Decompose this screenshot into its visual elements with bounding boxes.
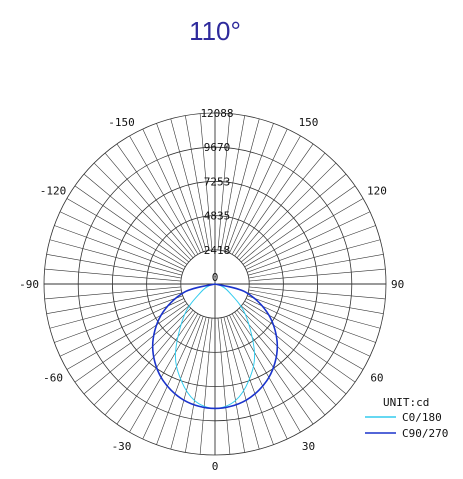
angle-label: 120 bbox=[367, 185, 387, 198]
legend-label: C90/270 bbox=[402, 427, 448, 440]
angle-label: -90 bbox=[19, 278, 39, 291]
grid-ring bbox=[180, 249, 250, 319]
ring-value-label: 7253 bbox=[204, 175, 231, 188]
angle-label: -30 bbox=[112, 440, 132, 453]
series-curve-c90-270 bbox=[151, 283, 279, 410]
polar-grid bbox=[43, 112, 387, 456]
ring-labels: 2418 4835 7253 9670 12088 bbox=[200, 107, 233, 257]
angle-label: 0 bbox=[212, 460, 219, 473]
ring-value-label: 2418 bbox=[204, 244, 231, 257]
ring-value-label: 4835 bbox=[204, 210, 231, 223]
grid-ring bbox=[146, 215, 284, 353]
intensity-curves bbox=[151, 283, 279, 410]
grid-ring bbox=[43, 112, 387, 456]
angle-labels: 0 0 30 60 90 120 150 -150 -120 -90 -60 -30 bbox=[19, 116, 404, 473]
angle-label: 0 bbox=[212, 271, 219, 284]
angle-label: -150 bbox=[108, 116, 135, 129]
legend: UNIT:cd C0/180 C90/270 bbox=[365, 396, 448, 440]
ring-value-label: 12088 bbox=[200, 107, 233, 120]
chart-title: 110° bbox=[189, 16, 241, 46]
angle-label: 60 bbox=[370, 372, 383, 385]
grid-ring bbox=[111, 180, 319, 388]
ring-value-label: 9670 bbox=[204, 141, 231, 154]
grid-ring bbox=[77, 146, 353, 422]
angle-label: -60 bbox=[43, 372, 63, 385]
legend-label: C0/180 bbox=[402, 411, 442, 424]
angle-label: 150 bbox=[299, 116, 319, 129]
angle-label: 90 bbox=[391, 278, 404, 291]
angle-label: -120 bbox=[40, 185, 67, 198]
angle-label: 30 bbox=[302, 440, 315, 453]
unit-label: UNIT:cd bbox=[383, 396, 429, 409]
